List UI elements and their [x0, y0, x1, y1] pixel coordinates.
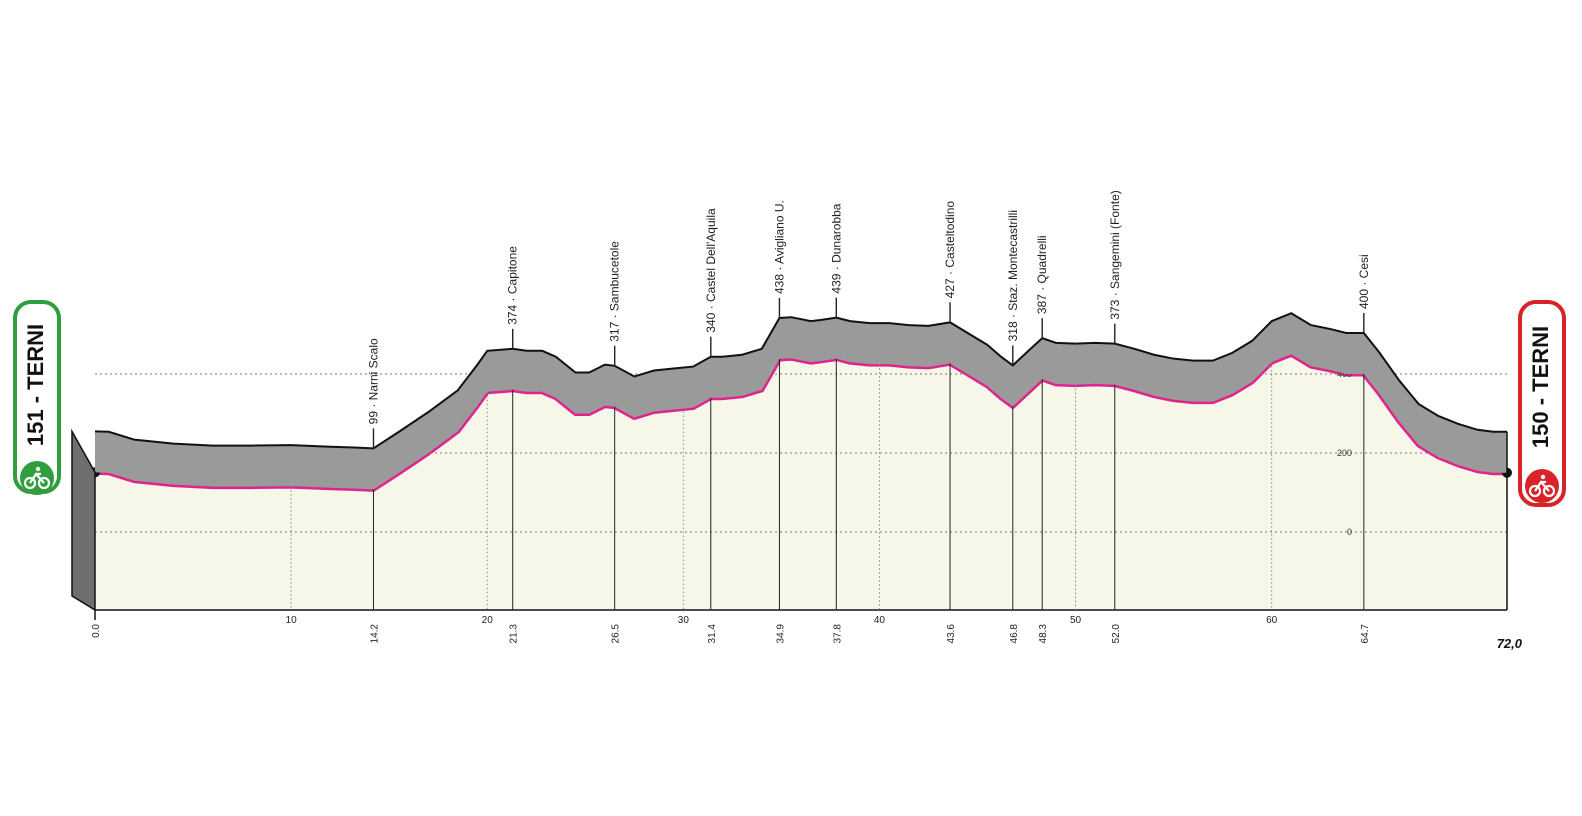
finish-badge-label: 150 - TERNI: [1528, 326, 1553, 448]
bike-icon: [23, 466, 51, 490]
km-tick-label: 40: [874, 615, 886, 626]
waypoint-km-label: 26.5: [611, 624, 622, 644]
elevation-label: 200: [1337, 448, 1352, 458]
waypoint-km-label: 48.3: [1038, 624, 1049, 644]
waypoint-km-label: 14.2: [369, 624, 380, 644]
km-tick-label: 50: [1070, 615, 1082, 626]
waypoint-name: 387 · Quadrelli: [1035, 235, 1049, 314]
waypoint-name: 340 · Castel Dell'Aquila: [704, 208, 718, 333]
start-badge-label: 151 - TERNI: [23, 324, 48, 446]
waypoint-name: 400 · Cesi: [1357, 254, 1371, 309]
waypoint-km-label: 52.0: [1111, 624, 1122, 644]
waypoint-name: 427 · Casteltodino: [943, 201, 957, 299]
km-axis-layer: 10 20 30 40 50 60 0.0 72,0: [91, 362, 1523, 651]
km-tick-label: 60: [1266, 615, 1278, 626]
elevation-label: 400: [1337, 369, 1352, 379]
terrain-back-edge: [94, 312, 1507, 450]
badge-layer: 151 - TERNI 150 - TERNI: [13, 300, 1566, 507]
waypoint-km-label: 37.8: [832, 624, 843, 644]
km-tick-label: 30: [678, 615, 690, 626]
total-km-label: 72,0: [1497, 636, 1523, 651]
waypoint-km-label: 21.3: [509, 624, 520, 644]
finish-badge-frame: [1518, 300, 1566, 507]
waypoint-name: 318 · Staz. Montecastrilli: [1006, 210, 1020, 341]
waypoint-name: 373 · Sangemini (Fonte): [1108, 190, 1122, 319]
start-km-label: 0.0: [91, 624, 102, 638]
start-badge: 151 - TERNI: [13, 300, 61, 495]
waypoint-km-label: 31.4: [707, 624, 718, 644]
waypoint-name: 317 · Sambucetole: [608, 241, 622, 342]
finish-bike-icon-bg: [1525, 469, 1559, 503]
km-tick-label: 10: [286, 615, 298, 626]
waypoint-name: 439 · Dunarobba: [829, 203, 843, 293]
waypoint-layer: 99 · Narni Scalo 14.2 374 · Capitone 21.3 31…: [366, 190, 1370, 643]
waypoint-km-label: 34.9: [775, 624, 786, 644]
waypoint-km-label: 64.7: [1360, 624, 1371, 644]
terrain-top-surface: [95, 313, 1507, 490]
waypoint-km-label: 46.8: [1009, 624, 1020, 644]
waypoint-name: 374 · Capitone: [506, 246, 520, 325]
elevation-label: 0: [1347, 527, 1352, 537]
waypoint-km-label: 43.6: [946, 624, 957, 644]
terrain-front-face: [95, 354, 1507, 610]
start-bike-icon-bg: [20, 461, 54, 495]
finish-badge: 150 - TERNI: [1518, 300, 1566, 507]
waypoint-name: 99 · Narni Scalo: [366, 338, 380, 424]
bike-icon: [1528, 474, 1556, 498]
km-tick-label: 20: [482, 615, 494, 626]
waypoint-name: 438 · Avigliano U.: [772, 200, 786, 294]
terrain-top-layer: [71, 312, 1507, 612]
terrain-left-wall: [71, 428, 96, 612]
